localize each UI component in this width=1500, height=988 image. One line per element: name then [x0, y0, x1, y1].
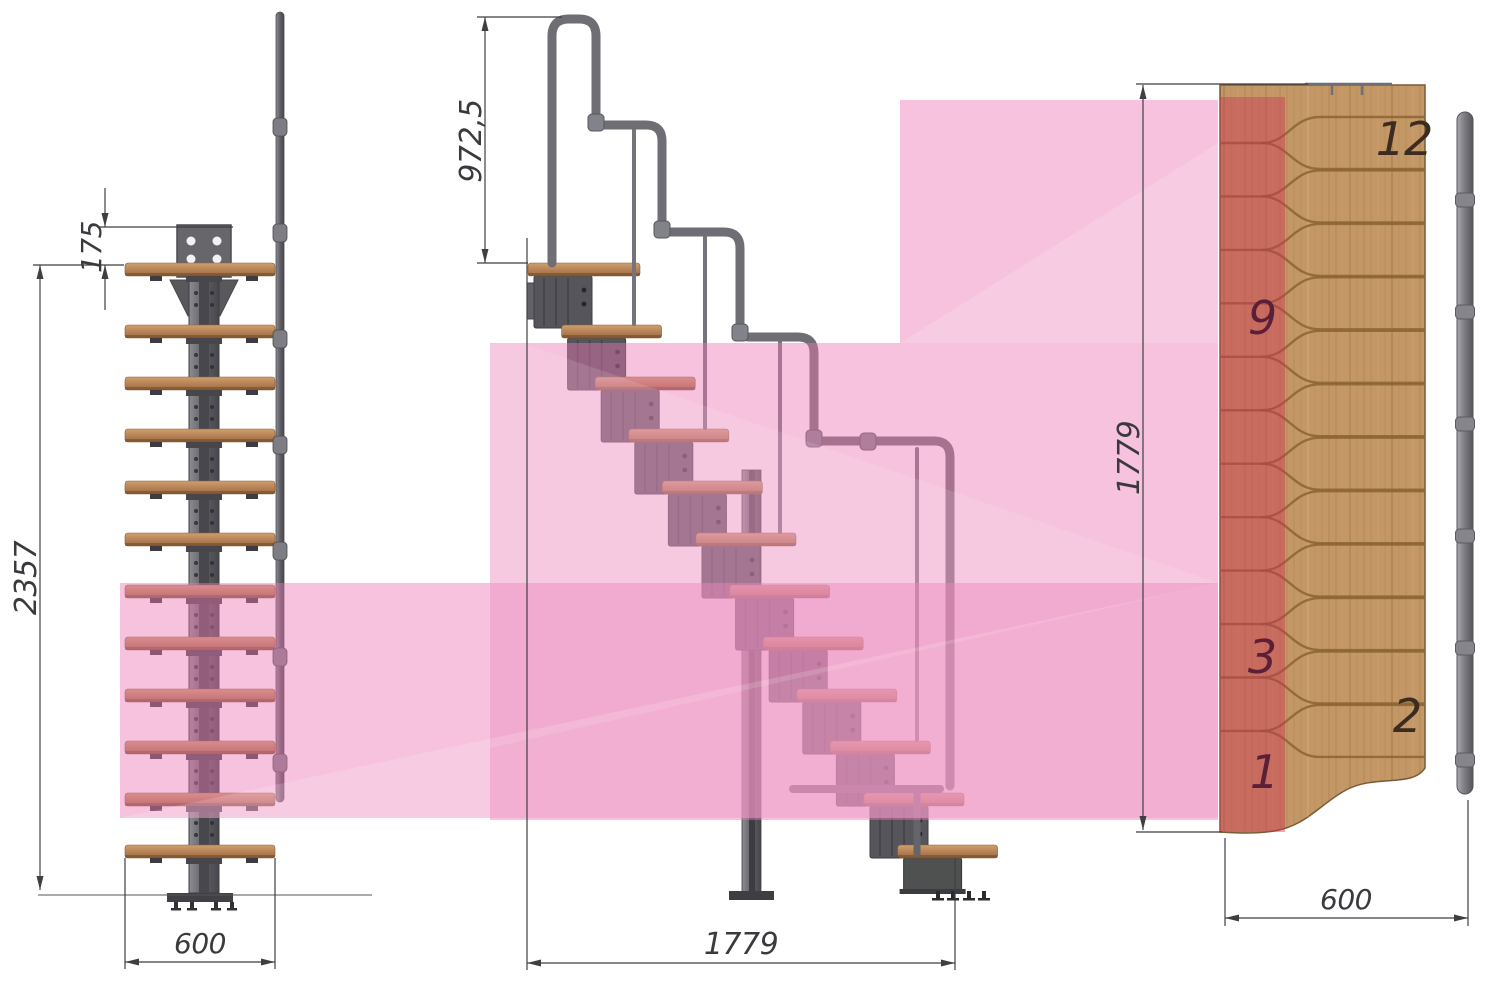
plan-tread-panel — [1219, 84, 1426, 834]
front-column-bolts — [194, 291, 214, 837]
handrail-segment — [743, 332, 819, 434]
tread-number-label: 3 — [1248, 630, 1276, 684]
plan-handrail-joints — [1455, 192, 1475, 768]
side-anchor-bolts — [932, 891, 990, 901]
tread-number-label: 1 — [1250, 745, 1278, 799]
front-treads — [124, 262, 276, 864]
side-step-modules — [527, 262, 998, 894]
side-handrails — [547, 14, 955, 856]
side-elevation-view — [526, 14, 998, 901]
highlight-overlays — [120, 97, 1285, 832]
highlight-strip-plan — [1220, 97, 1285, 832]
dim-side-handrail-height: 972,5 — [454, 99, 489, 182]
highlight-band-upper — [900, 100, 1218, 343]
handrail-segment — [817, 436, 955, 791]
projection-ray-wedge — [900, 143, 1218, 343]
plan-tread-dividers — [1220, 115, 1425, 759]
plan-handrail-tube — [1456, 111, 1474, 795]
plan-tread-numbers: 12 9 3 2 1 — [1248, 112, 1433, 799]
front-elevation-view — [38, 11, 372, 911]
dim-side-total-run: 1779 — [704, 927, 778, 962]
dim-plan-tread-width: 600 — [1320, 883, 1372, 916]
front-anchor-bolts — [171, 902, 237, 911]
plan-view — [1219, 82, 1475, 834]
handrail-top-loop — [547, 14, 601, 268]
dim-plan-total-length: 1779 — [1112, 421, 1147, 495]
dimension-annotations: 175 2357 600 972,5 1779 1779 — [9, 16, 1469, 970]
highlight-band-horizontal — [120, 583, 1218, 818]
projection-ray-wedge — [490, 332, 1218, 748]
handrail-segment — [598, 120, 667, 225]
front-handrail-joints — [272, 117, 288, 773]
tread-number-label: 9 — [1248, 291, 1276, 345]
highlight-band-middle — [490, 343, 1218, 820]
dim-front-total-height: 2357 — [9, 540, 44, 615]
dim-front-tread-width: 600 — [174, 927, 226, 960]
handrail-segment — [665, 227, 745, 328]
projection-ray-wedge — [120, 583, 1218, 818]
front-handrail-post — [275, 11, 285, 803]
tread-number-label: 2 — [1393, 689, 1421, 743]
tread-number-label: 12 — [1376, 112, 1433, 166]
plan-wood-grain — [1223, 86, 1421, 831]
front-base-plate — [167, 893, 233, 902]
dim-front-bracket-offset: 175 — [75, 221, 108, 273]
handrail-connectors — [587, 113, 877, 451]
side-pole-base — [729, 891, 774, 900]
